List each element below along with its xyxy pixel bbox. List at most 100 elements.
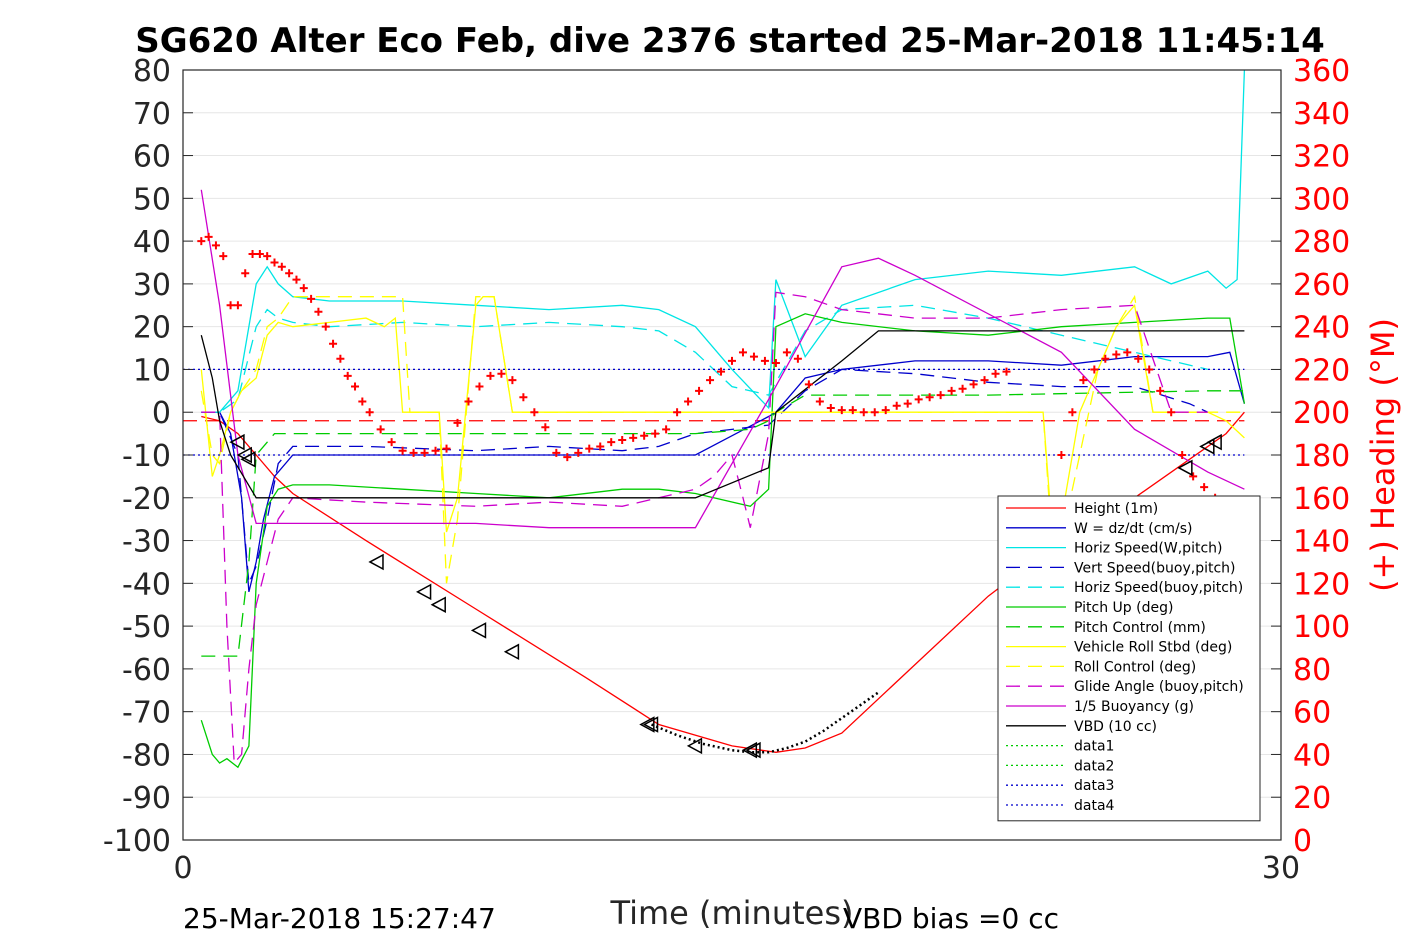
heading-point [233, 301, 242, 310]
right-tick-label: 340 [1293, 97, 1350, 132]
heading-point [870, 408, 879, 417]
series-line-vbd-10-cc [200, 330, 1245, 499]
series-line-vert-speed-buoy-pitch [201, 368, 1209, 584]
heading-point [892, 401, 901, 410]
heading-point [270, 258, 279, 267]
left-tick-label: 30 [133, 268, 171, 303]
left-tick-label: 20 [133, 311, 171, 346]
heading-point [958, 384, 967, 393]
heading-point [219, 252, 228, 261]
heading-point [1123, 348, 1132, 357]
series-line-glide-angle-buoy-pitch [201, 291, 1208, 765]
series-line-w-dz-dt-cm-s [201, 351, 1246, 593]
heading-point [969, 380, 978, 389]
triangle-marker [1177, 459, 1193, 477]
heading-point [1178, 451, 1187, 459]
heading-point [991, 369, 1000, 378]
heading-point [903, 399, 912, 408]
heading-point [211, 241, 220, 250]
left-axis: -100-90-80-70-60-50-40-30-20-10010203040… [103, 54, 193, 859]
heading-point [804, 380, 813, 389]
legend-entry-label: Pitch Up (deg) [1074, 600, 1173, 616]
right-tick-label: 100 [1293, 610, 1350, 645]
heading-point [1189, 472, 1198, 481]
heading-point [728, 356, 736, 365]
heading-point [771, 359, 780, 368]
heading-point [881, 406, 890, 415]
heading-point [464, 397, 473, 406]
footer-vbd-bias: VBD bias =0 cc [843, 902, 1059, 935]
left-tick-label: 80 [133, 54, 171, 89]
right-tick-label: 60 [1293, 696, 1331, 731]
heading-point [1101, 354, 1110, 363]
heading-point [1167, 408, 1176, 417]
series-line-pitch-up-deg [200, 313, 1246, 769]
heading-point [1068, 408, 1077, 417]
heading-point [336, 354, 345, 363]
left-tick-label: -10 [122, 439, 171, 474]
right-tick-label: 320 [1293, 140, 1350, 175]
right-tick-label: 240 [1293, 311, 1350, 346]
left-tick-label: -20 [122, 482, 171, 517]
heading-point [1090, 365, 1099, 374]
series-line-horiz-speed-buoy-pitch [201, 304, 1208, 413]
left-tick-label: -50 [122, 610, 171, 645]
right-tick-label: 360 [1293, 54, 1350, 89]
legend-entry-label: data3 [1074, 778, 1114, 794]
heading-point [1134, 354, 1143, 363]
series-line-horiz-speed-w-pitch [201, 69, 1246, 413]
heading-point [431, 446, 440, 455]
triangle-marker [639, 716, 655, 733]
right-tick-label: 0 [1293, 824, 1312, 859]
heading-point [629, 433, 638, 442]
heading-point [684, 397, 693, 406]
right-tick-label: 220 [1293, 353, 1350, 388]
triangle-marker [1206, 433, 1222, 451]
heading-point [530, 408, 539, 417]
heading-point [226, 301, 235, 310]
heading-point [826, 403, 835, 412]
legend-entry-label: data1 [1074, 739, 1114, 755]
heading-point [321, 322, 330, 331]
legend-entry-label: Glide Angle (buoy,pitch) [1074, 679, 1244, 695]
heading-point [420, 448, 429, 457]
right-tick-label: 120 [1293, 567, 1350, 602]
heading-point [673, 408, 682, 417]
heading-point [329, 339, 338, 348]
right-axis: 0 20 40 60 80 100 120 140 160 180 200 220 240 260 280 3… [1271, 54, 1350, 859]
heading-point [749, 352, 758, 361]
footer-timestamp: 25-Mar-2018 15:27:47 [183, 902, 496, 935]
heading-point [585, 444, 594, 453]
heading-point [409, 448, 418, 457]
heading-point [541, 423, 550, 432]
heading-point [248, 249, 257, 258]
left-tick-label: -30 [122, 525, 171, 560]
heading-point [508, 376, 517, 385]
heading-point [563, 453, 572, 462]
legend-entry-label: Horiz Speed(buoy,pitch) [1074, 580, 1243, 596]
left-tick-label: 60 [133, 140, 171, 175]
series-line-1-5-buoyancy-g [200, 189, 1245, 529]
x-tick-label: 0 [173, 851, 192, 886]
heading-point [574, 448, 583, 457]
heading-point [695, 386, 704, 395]
heading-point [662, 425, 671, 434]
heading-point [793, 354, 802, 363]
legend-entry-label: Vehicle Roll Stbd (deg) [1074, 640, 1232, 656]
right-tick-label: 180 [1293, 439, 1350, 474]
right-tick-label: 40 [1293, 738, 1331, 773]
right-tick-label: 80 [1293, 653, 1331, 688]
heading-point [925, 393, 934, 402]
heading-point [947, 386, 956, 395]
heading-point [717, 367, 726, 376]
heading-point [263, 252, 272, 261]
heading-point [255, 249, 264, 258]
heading-point [197, 237, 206, 246]
right-axis-label: (+) Heading (°M) [1364, 318, 1402, 592]
triangle-marker [240, 451, 256, 468]
dotted-depth-segment [651, 691, 880, 754]
right-tick-label: 300 [1293, 182, 1350, 217]
heading-point [837, 406, 846, 415]
heading-point [453, 418, 462, 427]
